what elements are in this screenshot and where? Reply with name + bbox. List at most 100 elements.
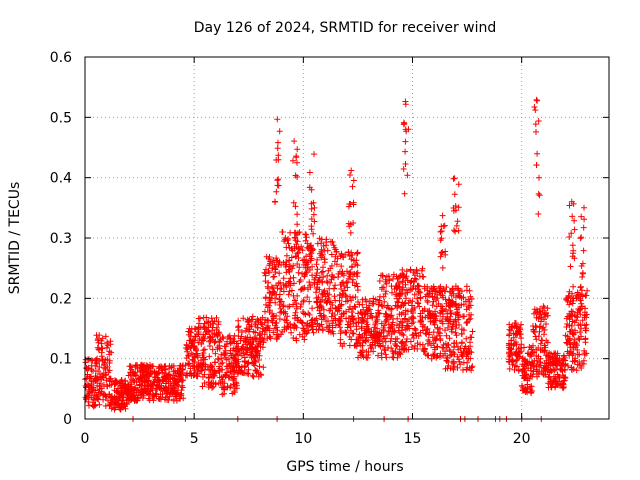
- data-point: [572, 327, 578, 334]
- data-point: [349, 316, 356, 323]
- data-point: [203, 328, 210, 335]
- data-point: [98, 388, 105, 395]
- data-point: [296, 264, 303, 271]
- data-point: [526, 359, 533, 366]
- data-point: [161, 366, 168, 373]
- data-point: [273, 255, 280, 262]
- data-point: [372, 334, 379, 341]
- data-point: [313, 295, 320, 301]
- data-point: [350, 271, 357, 278]
- x-tick-label: 15: [404, 431, 422, 447]
- data-point: [358, 349, 364, 356]
- data-point: [443, 306, 450, 313]
- data-point: [402, 126, 409, 133]
- data-point: [313, 272, 320, 279]
- data-point: [305, 310, 312, 317]
- data-point: [455, 356, 462, 363]
- data-point: [266, 299, 273, 306]
- data-point: [575, 322, 582, 329]
- data-point: [466, 287, 473, 294]
- data-point: [402, 161, 409, 167]
- data-point: [300, 325, 307, 332]
- data-point: [415, 290, 422, 297]
- data-point: [348, 264, 355, 271]
- data-point: [283, 252, 290, 259]
- data-point: [396, 321, 403, 327]
- data-point: [176, 372, 183, 379]
- data-point: [420, 327, 426, 334]
- data-point: [105, 397, 111, 404]
- data-point: [583, 311, 590, 318]
- data-point: [337, 302, 344, 309]
- data-point: [245, 371, 252, 377]
- data-point: [107, 341, 114, 348]
- data-point: [308, 205, 315, 212]
- data-point: [350, 199, 357, 206]
- data-point: [583, 325, 589, 332]
- data-point: [262, 294, 269, 301]
- data-point: [270, 289, 277, 296]
- data-point: [293, 241, 300, 248]
- data-point: [121, 378, 128, 385]
- data-point: [309, 263, 316, 270]
- data-point: [286, 263, 293, 270]
- data-point: [328, 262, 335, 269]
- data-point: [139, 377, 146, 384]
- data-point: [314, 256, 321, 263]
- data-point: [347, 323, 354, 330]
- data-point: [118, 398, 125, 404]
- data-point: [379, 273, 386, 279]
- data-point: [235, 333, 242, 340]
- data-point: [318, 248, 325, 255]
- data-point: [200, 337, 207, 344]
- data-point: [334, 308, 341, 315]
- data-point: [551, 376, 558, 383]
- data-point: [256, 338, 263, 345]
- data-point: [530, 342, 536, 349]
- data-point: [305, 286, 311, 293]
- data-point: [376, 278, 383, 284]
- data-point: [438, 228, 445, 235]
- data-point: [383, 311, 390, 318]
- data-point: [269, 285, 276, 292]
- data-point: [202, 331, 209, 338]
- data-point: [136, 382, 143, 389]
- data-point: [270, 290, 277, 297]
- data-point: [344, 279, 351, 285]
- data-point: [212, 381, 219, 388]
- data-point: [194, 354, 201, 361]
- data-point: [465, 296, 472, 303]
- data-point: [265, 317, 272, 324]
- data-point: [532, 121, 539, 128]
- data-point: [455, 227, 462, 234]
- data-point: [346, 223, 353, 230]
- data-point: [418, 318, 425, 325]
- data-point: [306, 279, 313, 286]
- data-point: [314, 299, 321, 306]
- data-point: [326, 299, 333, 305]
- data-point: [321, 256, 328, 263]
- data-point: [566, 288, 573, 295]
- data-point: [569, 253, 576, 260]
- data-point: [231, 369, 238, 375]
- data-point: [291, 297, 298, 304]
- data-point: [450, 290, 457, 297]
- data-point: [271, 273, 278, 280]
- data-point: [115, 401, 122, 408]
- data-point: [93, 356, 100, 363]
- data-point: [382, 351, 389, 358]
- data-point: [435, 300, 442, 307]
- data-point: [407, 338, 414, 345]
- data-point: [127, 369, 134, 376]
- data-point: [410, 331, 417, 338]
- data-point: [276, 270, 283, 277]
- data-point: [443, 332, 450, 339]
- data-point: [511, 323, 518, 330]
- data-point: [152, 390, 159, 397]
- data-point: [272, 295, 278, 302]
- data-point: [513, 357, 520, 364]
- data-point: [468, 311, 475, 318]
- data-point: [256, 332, 263, 339]
- data-point: [318, 269, 325, 276]
- data-point: [272, 322, 279, 329]
